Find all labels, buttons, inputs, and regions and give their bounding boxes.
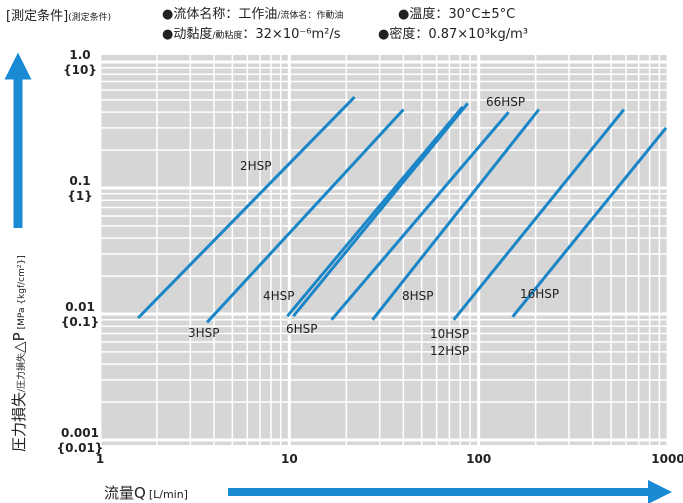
y-tick-label: 1.0	[69, 48, 90, 62]
series-line	[511, 126, 668, 318]
x-tick-label: 10	[281, 452, 298, 466]
y-tick-sublabel: {0.01}	[57, 441, 104, 455]
header-temp: ●温度：30°C±5°C	[398, 6, 515, 22]
header-fluid: ●流体名称：工作油/流体名：作動油	[162, 6, 343, 22]
series-label: 6HSP	[286, 322, 318, 336]
series-line	[286, 105, 464, 318]
y-axis-label: 圧力損失/圧力損失△P[MPa {kgf/cm²}]	[10, 255, 28, 452]
series-label: 66HSP	[486, 95, 525, 109]
series-line	[205, 108, 405, 324]
series-line	[371, 108, 541, 321]
series-label: 3HSP	[188, 326, 220, 340]
series-label: 8HSP	[402, 289, 434, 303]
y-tick-label: 0.1	[69, 174, 90, 188]
series-line	[452, 108, 626, 321]
series-line	[292, 102, 469, 318]
series-label: 10HSP	[430, 327, 469, 341]
series-label: 12HSP	[430, 344, 469, 358]
y-tick-label: 0.01	[65, 300, 95, 314]
series-label: 16HSP	[520, 287, 559, 301]
x-tick-label: 1	[96, 452, 104, 466]
header-condition: [測定条件](測定条件)	[6, 8, 111, 24]
series-label: 4HSP	[263, 289, 295, 303]
series-label: 2HSP	[240, 159, 272, 173]
header-density: ●密度：0.87×10³kg/m³	[378, 26, 528, 42]
x-axis-label: 流量Q [L/min]	[104, 484, 188, 502]
x-tick-label: 100	[466, 452, 491, 466]
plot-area	[100, 55, 668, 445]
header-visc: ●动黏度/動粘度：32×10⁻⁶m²/s	[162, 26, 341, 42]
y-tick-sublabel: {10}	[63, 63, 97, 77]
y-tick-sublabel: {0.1}	[61, 315, 99, 329]
x-tick-label: 1000	[651, 452, 683, 466]
y-tick-sublabel: {1}	[67, 189, 92, 203]
series-line	[330, 111, 510, 321]
series-line	[137, 96, 356, 320]
y-tick-label: 0.001	[61, 426, 99, 440]
